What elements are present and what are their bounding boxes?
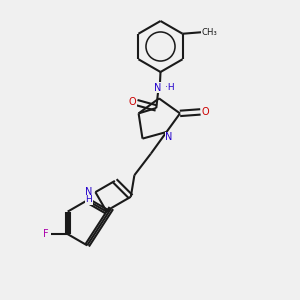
Text: N: N — [85, 187, 92, 196]
Text: H: H — [85, 195, 92, 204]
Text: CH₃: CH₃ — [202, 28, 218, 37]
Text: O: O — [128, 97, 136, 107]
Text: O: O — [202, 107, 210, 117]
Text: F: F — [43, 229, 49, 239]
Text: ·H: ·H — [165, 83, 174, 92]
Text: N: N — [154, 82, 161, 93]
Text: N: N — [165, 132, 172, 142]
